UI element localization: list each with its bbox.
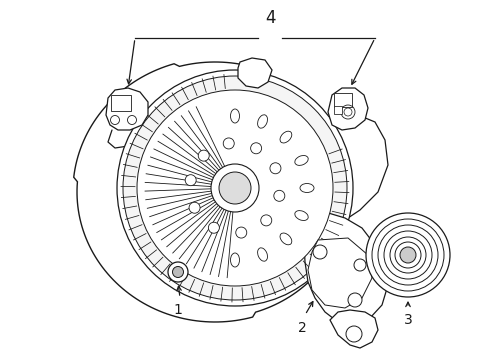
- Circle shape: [168, 262, 187, 282]
- Polygon shape: [238, 58, 271, 88]
- Circle shape: [210, 164, 259, 212]
- Circle shape: [312, 245, 326, 259]
- Circle shape: [371, 219, 443, 291]
- Text: 1: 1: [173, 303, 182, 317]
- Circle shape: [346, 326, 361, 342]
- Circle shape: [347, 293, 361, 307]
- Ellipse shape: [299, 184, 313, 193]
- Circle shape: [269, 163, 281, 174]
- Circle shape: [399, 247, 415, 263]
- Ellipse shape: [280, 233, 291, 245]
- Polygon shape: [297, 212, 387, 325]
- Circle shape: [219, 172, 250, 204]
- Polygon shape: [329, 310, 377, 348]
- Circle shape: [273, 190, 284, 201]
- Ellipse shape: [294, 211, 307, 220]
- Text: 4: 4: [264, 9, 275, 27]
- Circle shape: [383, 231, 431, 279]
- Ellipse shape: [230, 253, 239, 267]
- FancyBboxPatch shape: [111, 95, 131, 111]
- FancyBboxPatch shape: [333, 105, 341, 113]
- Circle shape: [394, 242, 420, 268]
- Circle shape: [198, 150, 209, 161]
- Circle shape: [377, 225, 437, 285]
- Circle shape: [117, 70, 352, 306]
- Circle shape: [185, 175, 196, 186]
- Polygon shape: [307, 238, 371, 308]
- Circle shape: [208, 222, 219, 233]
- Text: 2: 2: [297, 321, 306, 335]
- Circle shape: [260, 215, 271, 226]
- Ellipse shape: [257, 115, 267, 128]
- Ellipse shape: [294, 156, 307, 165]
- Circle shape: [389, 237, 425, 273]
- Ellipse shape: [257, 248, 267, 261]
- Ellipse shape: [230, 109, 239, 123]
- Polygon shape: [305, 115, 387, 220]
- Circle shape: [123, 76, 346, 300]
- Circle shape: [353, 259, 365, 271]
- Text: 3: 3: [403, 313, 411, 327]
- Circle shape: [189, 202, 200, 213]
- Circle shape: [223, 138, 234, 149]
- Ellipse shape: [280, 131, 291, 143]
- Polygon shape: [106, 88, 148, 130]
- Polygon shape: [74, 62, 348, 322]
- Polygon shape: [327, 88, 367, 130]
- Circle shape: [172, 266, 183, 278]
- Circle shape: [137, 90, 332, 286]
- FancyBboxPatch shape: [333, 93, 351, 107]
- Circle shape: [250, 143, 261, 154]
- Circle shape: [235, 227, 246, 238]
- Circle shape: [365, 213, 449, 297]
